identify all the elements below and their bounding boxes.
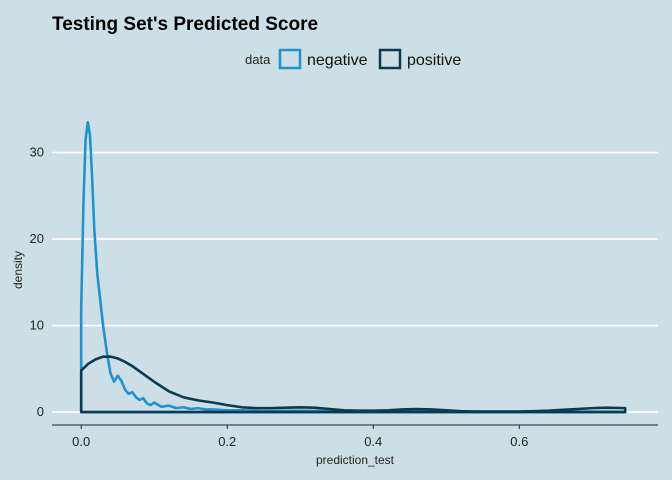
x-tick-label-0: 0.0 <box>72 434 90 449</box>
legend-label-positive: positive <box>407 52 461 69</box>
chart-title: Testing Set's Predicted Score <box>52 14 318 35</box>
legend-key-negative <box>278 48 302 70</box>
legend: data negative positive <box>245 48 461 70</box>
legend-key-positive <box>378 48 402 70</box>
y-tick-label-0: 0 <box>37 404 44 419</box>
y-tick-label-20: 20 <box>30 231 44 246</box>
y-axis-ticks: 0 10 20 30 <box>30 145 44 419</box>
x-axis-ticks: 0.0 0.2 0.4 0.6 <box>72 425 528 449</box>
x-tick-label-1: 0.2 <box>218 434 236 449</box>
y-tick-label-10: 10 <box>30 318 44 333</box>
series-line-positive <box>79 355 627 414</box>
density-series <box>79 120 627 414</box>
legend-label-negative: negative <box>307 52 368 69</box>
x-axis-label: prediction_test <box>316 453 395 467</box>
x-tick-label-2: 0.4 <box>364 434 382 449</box>
y-axis-label: density <box>11 251 25 289</box>
x-tick-label-3: 0.6 <box>510 434 528 449</box>
y-tick-label-30: 30 <box>30 145 44 160</box>
legend-title: data <box>245 52 271 67</box>
